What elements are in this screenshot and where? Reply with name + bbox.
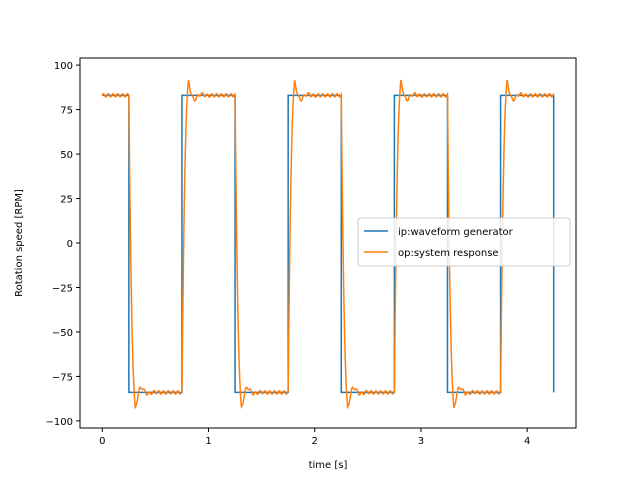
y-tick-label: 100 xyxy=(54,61,73,72)
legend: ip:waveform generator op:system response xyxy=(357,217,571,267)
legend-label: ip:waveform generator xyxy=(398,227,514,238)
y-tick-label: 75 xyxy=(60,106,73,117)
y-tick-label: −75 xyxy=(52,372,73,383)
x-tick-label: 3 xyxy=(418,436,424,447)
x-tick-label: 2 xyxy=(312,436,318,447)
y-axis-label: Rotation speed [RPM] xyxy=(14,189,25,297)
x-tick-label: 1 xyxy=(205,436,211,447)
legend-label: op:system response xyxy=(398,248,499,259)
x-tick-label: 0 xyxy=(99,436,105,447)
x-tick-label: 4 xyxy=(524,436,530,447)
legend-box xyxy=(357,217,571,267)
y-tick-label: −50 xyxy=(52,328,73,339)
y-tick-label: 0 xyxy=(67,239,73,250)
plot-content xyxy=(101,79,555,410)
y-axis: −100 −75 −50 −25 0 25 50 75 100 xyxy=(46,61,80,428)
y-tick-label: 25 xyxy=(60,195,73,206)
x-axis: 0 1 2 3 4 xyxy=(99,428,530,447)
series-line-system-response xyxy=(101,79,555,410)
y-tick-label: −100 xyxy=(46,417,73,428)
y-tick-label: −25 xyxy=(52,283,73,294)
x-axis-label: time [s] xyxy=(309,460,348,471)
y-tick-label: 50 xyxy=(60,150,73,161)
